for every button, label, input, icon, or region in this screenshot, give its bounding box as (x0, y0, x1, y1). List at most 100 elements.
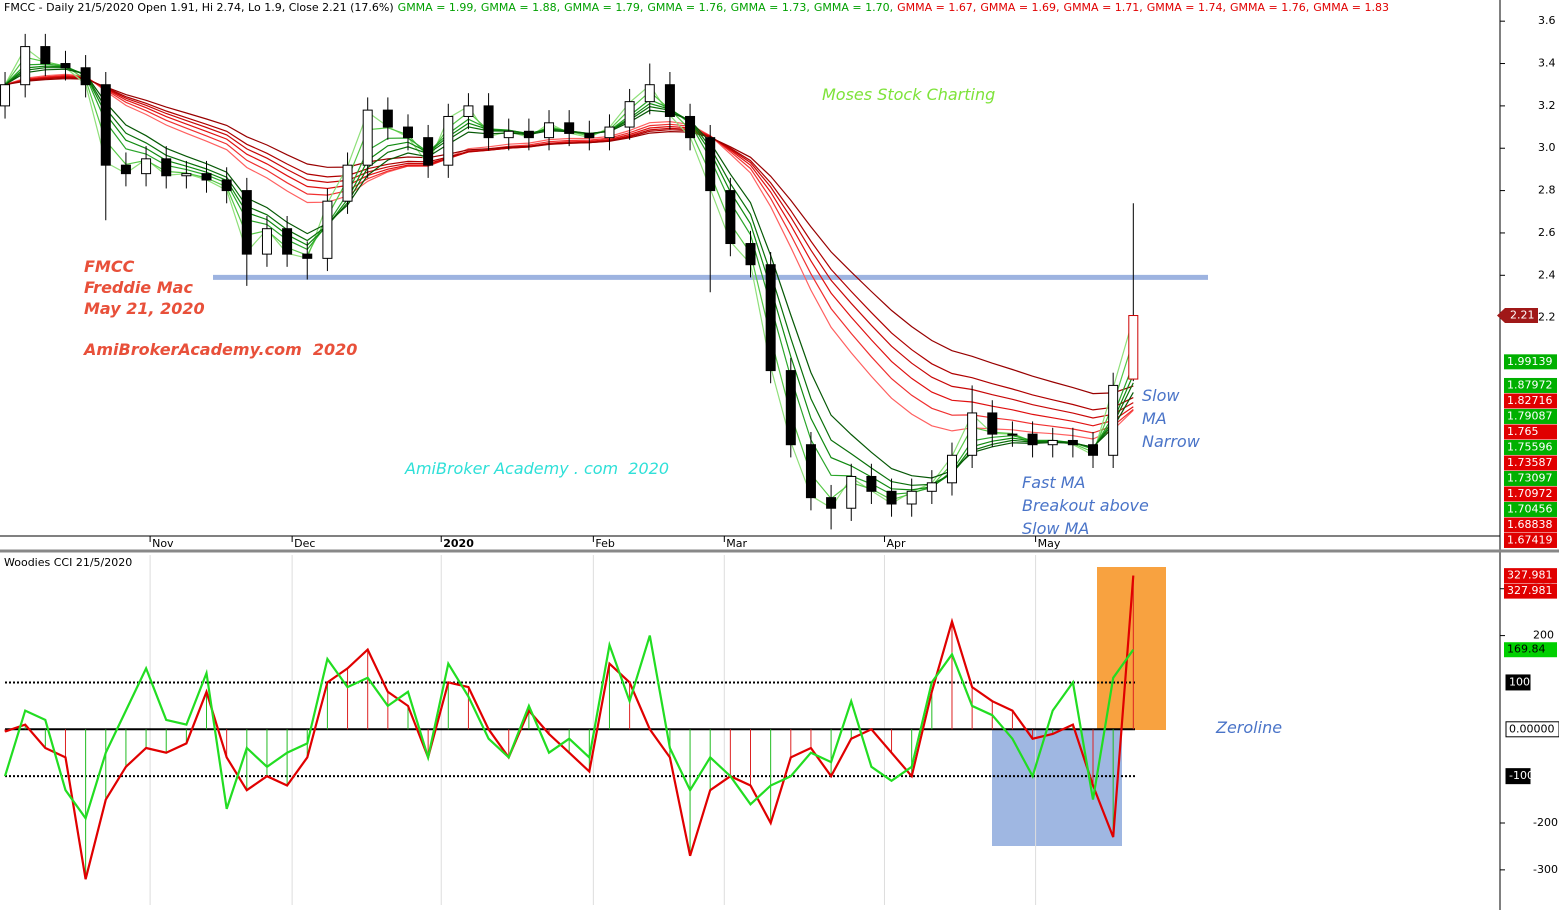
price-box (1504, 470, 1557, 486)
x-tick-label: Feb (595, 537, 614, 550)
price-box (1497, 308, 1538, 324)
annotation: Freddie Mac (84, 278, 193, 297)
gmma-label: GMMA = 1.71, (1064, 1, 1143, 14)
candle-body (785, 370, 796, 446)
candle-body (765, 264, 776, 372)
candle-body (443, 115, 454, 166)
price-box-label: 1.67419 (1507, 533, 1553, 546)
price-box-label: 1.70972 (1507, 487, 1553, 500)
candle-body (523, 130, 534, 139)
price-box (1504, 354, 1557, 370)
price-box-label: 1.73587 (1507, 456, 1553, 469)
candle-body (745, 243, 756, 266)
y-tick-label: 3.0 (1538, 141, 1556, 154)
cci-line (4, 575, 1135, 880)
candle-body (302, 253, 313, 259)
price-box (1504, 532, 1557, 548)
annotation: Narrow (1142, 432, 1201, 451)
candle-body (483, 105, 494, 139)
gmma-label: GMMA = 1.69, (980, 1, 1059, 14)
price-box-label: 1.82716 (1507, 394, 1553, 407)
candle-body (40, 46, 51, 65)
price-box (1504, 408, 1557, 424)
gmma-label: GMMA = 1.99, (398, 1, 477, 14)
candle-body (987, 412, 998, 435)
candle-body (906, 490, 917, 505)
candle-body (221, 179, 232, 192)
price-box (1504, 424, 1557, 440)
candle-body (382, 109, 393, 128)
candle-body (1007, 433, 1018, 436)
candle-body (584, 132, 595, 139)
price-box (1504, 501, 1557, 517)
price-box (1504, 439, 1557, 455)
x-tick-label: Dec (294, 537, 315, 550)
candle-body (846, 475, 857, 509)
annotation: Zeroline (1215, 718, 1282, 737)
price-box-label: 327.981 (1507, 584, 1553, 597)
gmma-label: GMMA = 1.70, (814, 1, 893, 14)
y-tick-label: 3.6 (1538, 14, 1556, 27)
candle-body (725, 190, 736, 245)
candle-body (1108, 384, 1119, 456)
price-box-label: 1.70456 (1507, 502, 1553, 515)
candle-body (100, 84, 111, 166)
price-box-label: 2.21 (1510, 309, 1535, 322)
gmma-label: GMMA = 1.88, (481, 1, 560, 14)
y-tick-label: 2.2 (1538, 311, 1556, 324)
y-tick-label: 2.4 (1538, 268, 1556, 281)
candle-body (826, 497, 837, 509)
annotation: Slow MA (1022, 519, 1089, 538)
price-box (1504, 642, 1557, 658)
candle-body (705, 137, 716, 192)
price-box-label: 1.99139 (1507, 355, 1553, 368)
level-box (1505, 674, 1531, 691)
candle-body (261, 228, 272, 255)
annotation: FMCC (84, 257, 135, 276)
candle-body (423, 137, 434, 166)
candle-body (1047, 439, 1058, 446)
candle-body (201, 173, 212, 181)
candle-body (402, 126, 413, 139)
candle-body (664, 84, 675, 117)
candle-body (141, 158, 152, 175)
candle-body (1088, 444, 1099, 456)
candle-body (503, 130, 514, 139)
price-box-label: 1.75596 (1507, 440, 1553, 453)
candle-body (0, 84, 11, 107)
y-tick-label: -200 (1533, 816, 1558, 829)
candle-body (1027, 433, 1038, 446)
candle-body (946, 454, 957, 484)
candle-body (564, 122, 575, 134)
level-box-label: 0.00000 (1509, 722, 1555, 735)
candle-body (604, 126, 615, 139)
candle-body (926, 482, 937, 492)
annotation: AmiBrokerAcademy.com 2020 (82, 340, 357, 359)
x-tick-label: 2020 (443, 537, 474, 550)
price-box (1504, 377, 1557, 393)
candle-body (342, 164, 353, 202)
x-tick-label: Nov (152, 537, 174, 550)
gmma-label: GMMA = 1.67, (897, 1, 976, 14)
candle-body (886, 490, 897, 505)
annotation: Breakout above (1022, 496, 1149, 515)
price-box (1504, 393, 1557, 409)
candle-body (362, 109, 373, 166)
candle-body (866, 475, 877, 492)
annotation: Fast MA (1022, 473, 1085, 492)
gmma-label: GMMA = 1.83 (1313, 1, 1389, 14)
candle-body (544, 122, 555, 139)
candle-body (463, 105, 474, 117)
y-tick-label: 2.6 (1538, 226, 1556, 239)
price-box (1504, 568, 1557, 584)
price-box (1504, 486, 1557, 502)
price-box (1504, 455, 1557, 471)
level-box (1505, 768, 1531, 785)
y-tick-label: 200 (1533, 629, 1554, 642)
gmma-label: GMMA = 1.76, (647, 1, 726, 14)
annotation: MA (1142, 409, 1167, 428)
y-tick-label: 3.4 (1538, 57, 1556, 70)
annotation: May 21, 2020 (84, 299, 205, 318)
